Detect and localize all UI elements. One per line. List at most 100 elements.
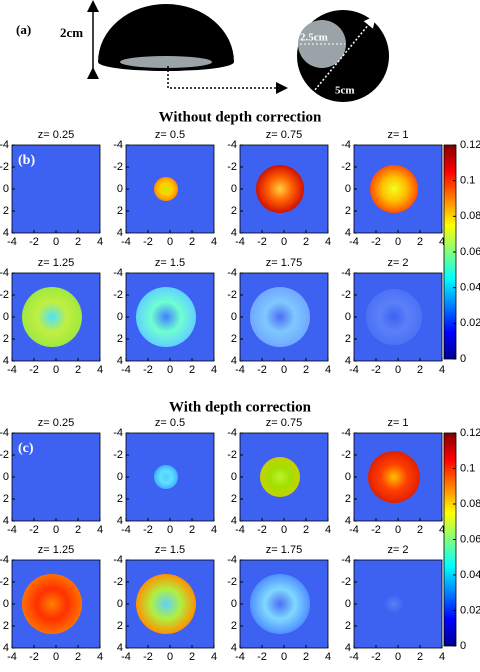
panel-frame [11,144,101,234]
x-tick-label: 2 [189,364,195,376]
x-tick-label: 2 [417,524,423,536]
x-tick-label: -2 [143,651,153,663]
x-tick-label: 2 [75,651,81,663]
intensity-blob [260,457,300,497]
x-tick-label: -2 [371,364,381,376]
x-tick-label: -2 [143,524,153,536]
colorbar-tick-label: 0 [460,640,466,652]
y-tick-label: -4 [227,267,237,279]
x-tick-label: 4 [325,364,331,376]
x-tick-label: -4 [349,236,359,248]
panel-frame [353,272,443,362]
x-tick-label: 0 [53,524,59,536]
x-tick-label: 2 [417,651,423,663]
x-tick-label: 4 [211,524,217,536]
panel-frame [239,432,329,522]
y-tick-label: -2 [227,576,237,588]
y-tick-label: 0 [231,311,237,323]
colorbar-tick-label: 0.08 [460,498,480,510]
panel-frame [125,272,215,362]
x-tick-label: 4 [439,364,445,376]
colorbar-tick-label: 0.1 [460,462,475,474]
x-tick-label: -2 [29,236,39,248]
y-tick-label: 4 [3,515,9,527]
colorbar-tick-label: 0.08 [460,210,480,222]
panel-title: z= 0.75 [266,129,302,141]
y-tick-label: 2 [231,493,237,505]
y-tick-label: -4 [341,554,351,566]
x-tick-label: 0 [281,364,287,376]
colorbar-tick-label: 0 [460,353,466,365]
x-tick-label: 0 [395,364,401,376]
panel-title: z= 0.5 [155,417,185,429]
x-tick-label: -4 [235,524,245,536]
dome [98,4,234,71]
panel-title: z= 1.5 [155,544,185,556]
y-tick-label: 0 [117,183,123,195]
y-tick-label: 0 [345,598,351,610]
x-tick-label: 4 [211,364,217,376]
y-tick-label: 4 [3,227,9,239]
colorbar-tick-label: 0.06 [460,533,480,545]
panel-label: (c) [18,441,34,456]
y-tick-label: -2 [113,289,123,301]
intensity-blob [136,574,196,634]
y-tick-label: -4 [113,554,123,566]
x-tick-label: -4 [235,236,245,248]
y-tick-label: 4 [345,227,351,239]
intensity-blob [22,574,82,634]
x-tick-label: -2 [257,651,267,663]
x-tick-label: -4 [349,651,359,663]
intensity-blob [384,594,404,614]
y-tick-label: -4 [0,427,9,439]
y-tick-label: 4 [231,515,237,527]
panel-title: z= 1 [387,129,408,141]
y-tick-label: -2 [341,449,351,461]
panel-title: z= 1.25 [38,257,74,269]
x-tick-label: 4 [439,651,445,663]
y-tick-label: 2 [117,493,123,505]
intensity-blob [250,574,310,634]
x-tick-label: 2 [303,236,309,248]
x-tick-label: -2 [29,651,39,663]
y-tick-label: 0 [345,311,351,323]
x-tick-label: -2 [257,236,267,248]
y-tick-label: 0 [117,311,123,323]
panel-title: z= 0.25 [38,129,74,141]
panel-title: z= 0.5 [155,129,185,141]
inner-label: 2.5cm [300,32,328,44]
y-tick-label: 4 [117,642,123,654]
section-title: Without depth correction [159,109,322,125]
y-tick-label: -2 [0,449,9,461]
x-tick-label: -4 [7,236,17,248]
y-tick-label: -4 [0,139,9,151]
y-tick-label: 4 [3,355,9,367]
y-tick-label: 0 [231,183,237,195]
heatmap [12,145,100,233]
panel-title: z= 0.75 [266,417,302,429]
x-tick-label: 0 [395,236,401,248]
panel-frame [11,559,101,649]
x-tick-label: 4 [325,236,331,248]
x-tick-label: 4 [439,524,445,536]
y-tick-label: -2 [113,449,123,461]
y-tick-label: -2 [227,161,237,173]
x-tick-label: -4 [7,524,17,536]
y-tick-label: 2 [117,620,123,632]
panel-frame [239,272,329,362]
x-tick-label: 0 [53,364,59,376]
x-tick-label: 2 [303,364,309,376]
y-tick-label: 2 [231,205,237,217]
y-tick-label: -2 [0,576,9,588]
panel-label: (a) [16,22,31,37]
x-tick-label: -2 [143,364,153,376]
y-tick-label: 4 [345,515,351,527]
panel-frame [353,559,443,649]
x-tick-label: 2 [417,236,423,248]
intensity-blob [366,289,422,345]
x-tick-label: -2 [29,364,39,376]
intensity-blob [154,177,178,201]
x-tick-label: 0 [281,651,287,663]
y-tick-label: -2 [0,289,9,301]
y-tick-label: 4 [231,642,237,654]
